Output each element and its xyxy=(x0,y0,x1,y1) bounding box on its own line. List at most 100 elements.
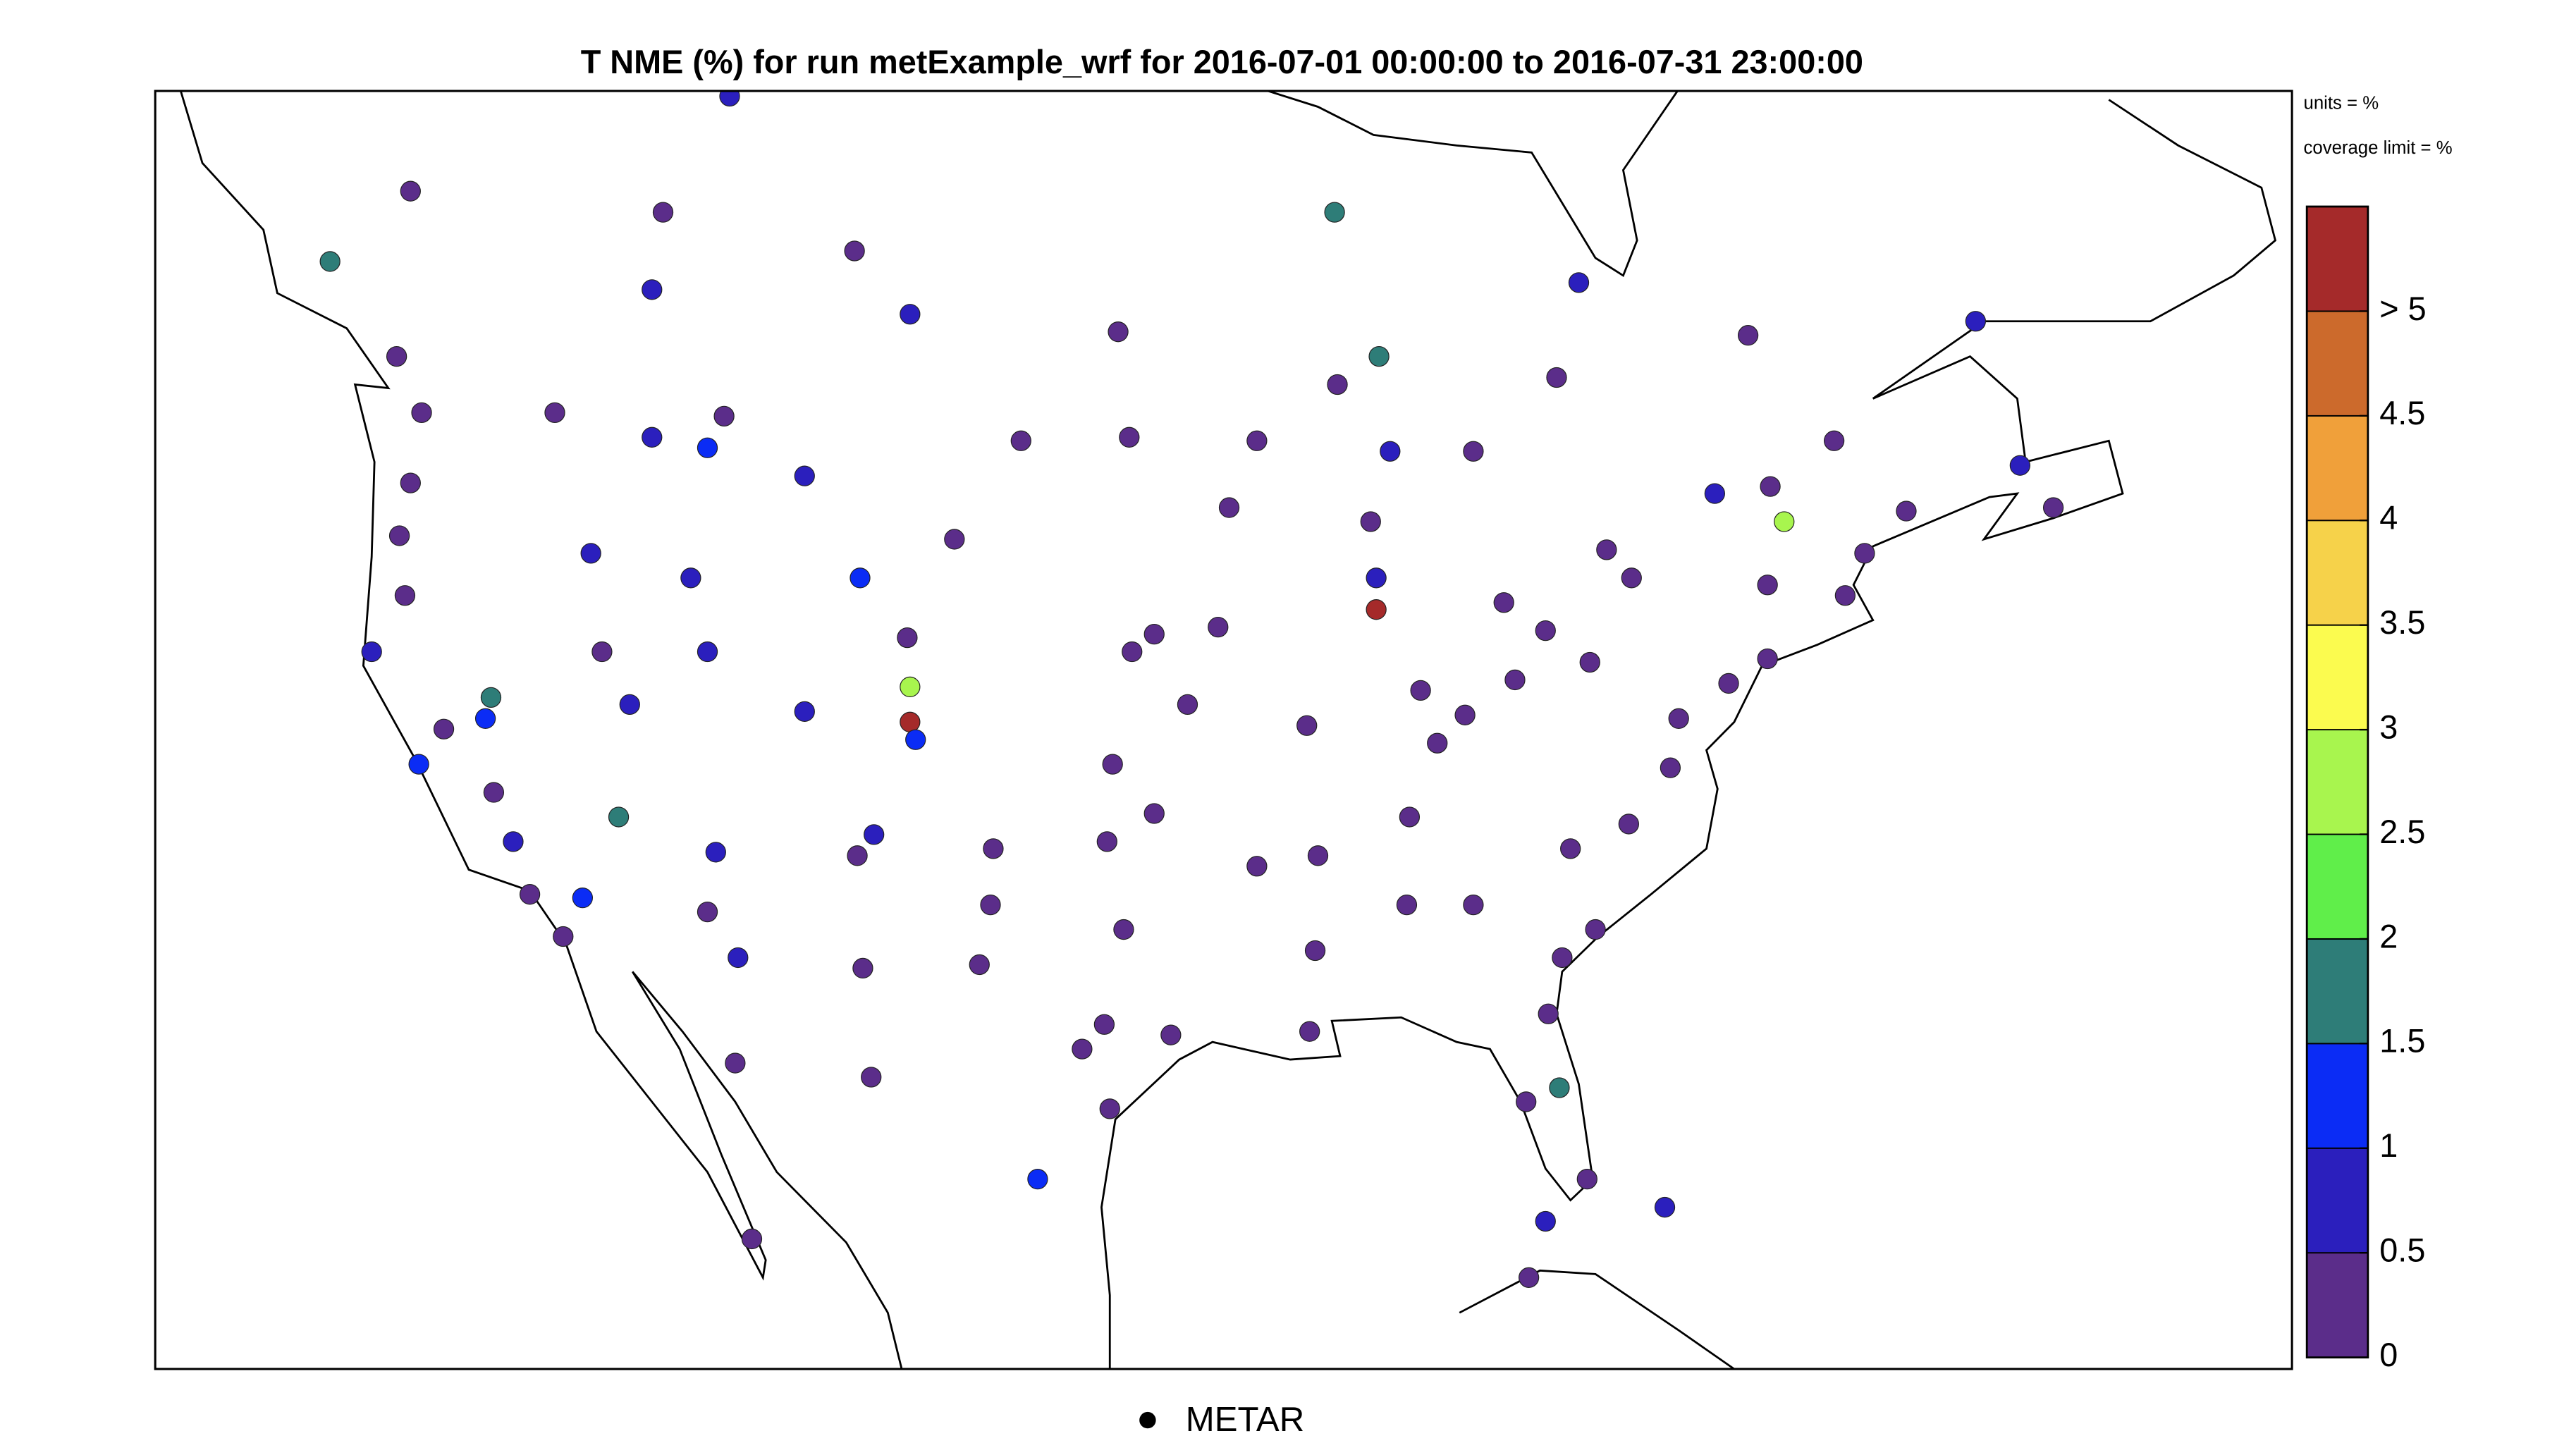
coastline xyxy=(1100,99,2277,1369)
station-point xyxy=(1102,754,1123,775)
station-point xyxy=(483,782,505,803)
map-frame xyxy=(154,90,2293,1370)
station-point xyxy=(1760,476,1781,497)
station-point xyxy=(725,1052,746,1074)
colorbar-tick-label: 3.5 xyxy=(2379,604,2425,641)
colorbar-bin xyxy=(2306,624,2369,731)
station-point xyxy=(544,402,565,424)
station-point xyxy=(474,708,496,729)
station-point xyxy=(900,676,921,698)
colorbar-tick-label: 1 xyxy=(2379,1127,2398,1164)
station-point xyxy=(969,954,990,976)
station-point xyxy=(1535,620,1556,641)
station-point xyxy=(1096,831,1117,852)
station-point xyxy=(1360,511,1381,532)
station-point xyxy=(400,472,421,493)
station-point xyxy=(1122,641,1143,663)
colorbar-bin xyxy=(2306,1252,2369,1358)
station-point xyxy=(1454,704,1476,725)
station-point xyxy=(1177,694,1198,715)
station-point xyxy=(1965,311,1987,332)
station-point xyxy=(1737,325,1759,346)
annotation: units = % xyxy=(2304,94,2379,113)
station-point xyxy=(388,525,410,546)
station-point xyxy=(1324,202,1345,223)
station-point xyxy=(1143,803,1165,824)
station-point xyxy=(680,567,701,589)
station-point xyxy=(1093,1014,1115,1035)
station-point xyxy=(1576,1169,1597,1190)
station-point xyxy=(1027,1169,1048,1190)
station-point xyxy=(1307,845,1329,866)
station-point xyxy=(897,627,918,649)
station-point xyxy=(1366,567,1387,589)
colorbar-tick-label: 2 xyxy=(2379,918,2398,954)
colorbar-tick-label: 0 xyxy=(2379,1337,2398,1373)
station-point xyxy=(1299,1021,1320,1042)
station-point xyxy=(1668,708,1689,729)
station-point xyxy=(1246,856,1268,877)
colorbar: 0 0.5 1 1.5 2 2.5 3 3.5 4 4.5 > 5 xyxy=(2305,205,2427,1373)
colorbar-bin xyxy=(2306,1043,2369,1149)
colorbar-tick-label: 3 xyxy=(2379,708,2398,745)
colorbar-tick-label: 4.5 xyxy=(2379,395,2425,431)
map-area xyxy=(179,91,2277,1369)
station-point xyxy=(2009,455,2031,476)
station-point xyxy=(697,901,718,923)
station-point xyxy=(1718,673,1739,694)
station-point xyxy=(608,806,630,828)
station-point xyxy=(1366,599,1387,620)
station-point xyxy=(900,304,921,325)
coastline xyxy=(179,91,903,1369)
station-point xyxy=(944,529,965,550)
coastline xyxy=(1459,1269,1735,1369)
station-point xyxy=(411,402,432,424)
station-point xyxy=(1704,483,1726,504)
station-point xyxy=(1823,430,1845,451)
station-point xyxy=(1774,511,1795,532)
station-point xyxy=(1621,567,1642,589)
station-point xyxy=(519,884,541,905)
station-point xyxy=(1535,1210,1556,1232)
station-point xyxy=(619,694,640,715)
station-point xyxy=(591,641,613,663)
station-point xyxy=(652,202,674,223)
station-point xyxy=(1516,1091,1537,1112)
station-point xyxy=(1327,374,1348,395)
colorbar-tick-label: 0.5 xyxy=(2379,1232,2425,1269)
station-point xyxy=(1493,592,1514,613)
station-point xyxy=(847,845,868,866)
station-point xyxy=(1218,497,1240,518)
station-point xyxy=(642,426,663,448)
station-point xyxy=(1579,651,1600,673)
station-point xyxy=(1143,623,1165,645)
station-point xyxy=(1072,1038,1093,1060)
colorbar-bin xyxy=(2306,206,2369,312)
station-point xyxy=(1119,426,1140,448)
station-point xyxy=(1834,585,1856,606)
station-point xyxy=(697,641,718,663)
station-point xyxy=(1549,1077,1570,1098)
station-point xyxy=(1296,715,1318,736)
colorbar-tick-label: > 5 xyxy=(2379,290,2426,327)
station-point xyxy=(503,831,524,852)
station-point xyxy=(1380,441,1401,462)
station-point xyxy=(400,180,421,202)
station-point xyxy=(1160,1024,1182,1045)
colorbar-bin xyxy=(2306,415,2369,522)
station-point xyxy=(1660,757,1681,778)
station-point xyxy=(1896,501,1917,522)
station-point xyxy=(905,729,926,750)
annotation: coverage limit = % xyxy=(2304,138,2453,158)
station-point xyxy=(794,701,815,722)
colorbar-bin xyxy=(2306,520,2369,626)
station-point xyxy=(361,641,382,663)
station-point xyxy=(1368,345,1390,367)
station-point xyxy=(1463,441,1484,462)
station-point xyxy=(1519,1267,1540,1288)
station-point xyxy=(713,405,735,427)
station-point xyxy=(980,895,1001,916)
colorbar-tick-label: 4 xyxy=(2379,500,2398,536)
station-point xyxy=(850,567,871,589)
